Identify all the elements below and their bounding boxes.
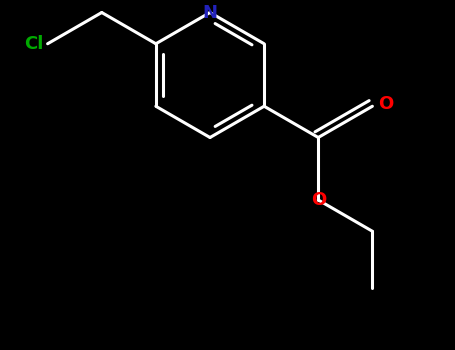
Text: N: N (202, 4, 217, 21)
Text: Cl: Cl (24, 35, 44, 53)
Text: O: O (379, 95, 394, 113)
Text: O: O (311, 191, 326, 209)
